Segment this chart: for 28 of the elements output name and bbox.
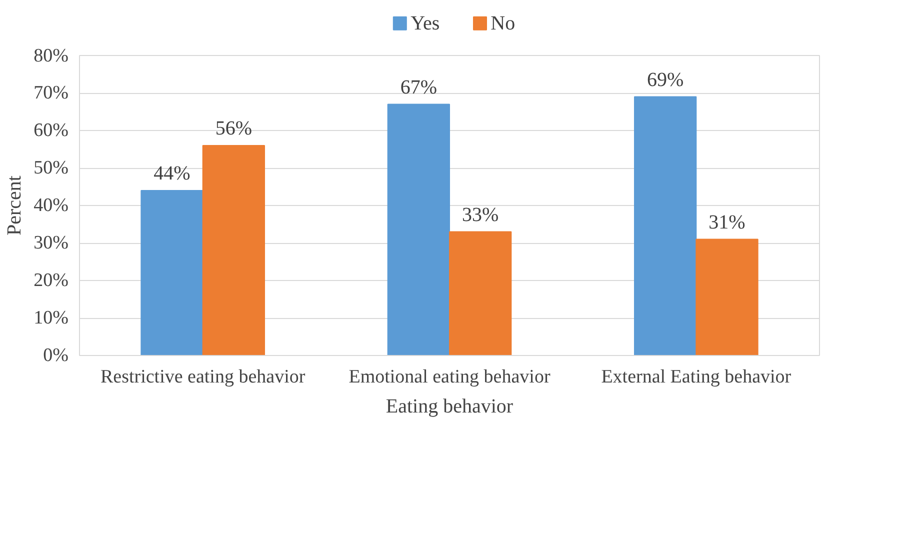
y-tick-label: 60% — [34, 120, 69, 141]
legend-label: No — [490, 12, 516, 34]
x-axis-title: Eating behavior — [386, 396, 514, 418]
y-tick-label: 70% — [34, 82, 69, 104]
y-tick-label: 50% — [34, 158, 69, 178]
y-tick-label: 20% — [34, 270, 69, 291]
legend-label: Yes — [410, 12, 440, 34]
y-tick-label: 10% — [34, 308, 69, 328]
bar — [696, 238, 758, 356]
y-tick-label: 30% — [34, 232, 69, 254]
x-tick-label: Restrictive eating behavior — [100, 366, 306, 388]
bar — [140, 190, 204, 356]
x-tick-label: Emotional eating behavior — [348, 366, 551, 388]
data-label: 56% — [215, 118, 252, 140]
x-tick-label: External Eating behavior — [601, 366, 792, 388]
y-axis-title: Percent — [4, 175, 26, 236]
y-tick-label: 40% — [34, 195, 69, 216]
y-tick-label: 80% — [34, 46, 69, 66]
bar — [387, 104, 450, 356]
data-label: 31% — [708, 211, 746, 234]
bar — [634, 96, 697, 356]
bar — [449, 231, 512, 356]
data-label: 44% — [154, 162, 190, 184]
data-label: 67% — [400, 76, 438, 98]
data-label: 69% — [647, 68, 684, 91]
y-tick-label: 0% — [43, 345, 69, 366]
data-label: 33% — [462, 204, 499, 226]
bar — [202, 145, 265, 356]
